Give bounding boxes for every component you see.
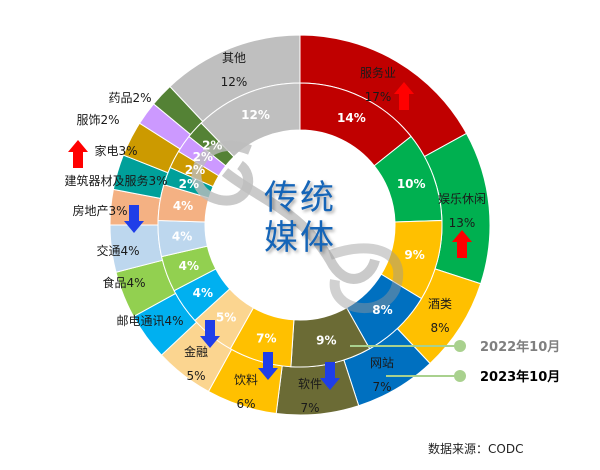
inner-label: 4%	[179, 259, 199, 273]
center-title-line-2: 媒体	[264, 218, 336, 258]
inner-label: 8%	[372, 303, 392, 317]
center-title-line-1: 传统	[264, 178, 336, 218]
up-arrow-icon	[394, 82, 414, 110]
outer-label-pct: 12%	[221, 75, 248, 89]
segment-inner-15	[200, 82, 301, 158]
outer-label: 金融	[184, 344, 208, 359]
outer-label: 服务业	[360, 65, 396, 80]
center-title: 传统 媒体	[244, 178, 356, 258]
outer-label: 酒类	[428, 297, 452, 311]
outer-label: 家电3%	[94, 143, 137, 158]
inner-label: 2%	[185, 163, 205, 177]
inner-label: 12%	[241, 108, 270, 122]
outer-label: 网站	[370, 356, 394, 370]
outer-label: 其他	[222, 51, 246, 65]
inner-label: 4%	[193, 286, 213, 300]
outer-label: 服饰2%	[76, 113, 119, 127]
legend-leader-lines	[350, 340, 466, 382]
inner-label: 7%	[256, 332, 276, 346]
outer-label-pct: 6%	[236, 397, 255, 411]
legend-2023: 2023年10月	[480, 370, 561, 385]
down-arrow-icon	[258, 352, 278, 380]
outer-label-pct: 17%	[365, 90, 392, 104]
outer-label-pct: 7%	[300, 401, 319, 415]
inner-label: 9%	[316, 334, 336, 348]
outer-label: 饮料	[234, 373, 258, 387]
outer-label: 建筑器材及服务3%	[64, 173, 167, 188]
watermark-logo	[191, 140, 404, 313]
outer-ring-labels: 服务业 17% 娱乐休闲 13% 酒类 8% 网站 7% 软件 7% 饮料 6% 金融 5% 邮电通讯4% 食…	[64, 51, 486, 415]
up-arrow-icon	[68, 140, 88, 168]
legend-2022: 2022年10月	[480, 340, 561, 355]
donut-rings	[109, 34, 491, 416]
outer-label: 软件	[298, 377, 322, 391]
down-arrow-icon	[200, 320, 220, 348]
outer-label: 药品2%	[108, 91, 151, 105]
outer-label: 房地产3%	[72, 203, 127, 218]
inner-label: 4%	[172, 229, 192, 243]
trend-arrows	[68, 82, 472, 390]
data-source: 数据来源：CODC	[428, 442, 524, 456]
outer-label: 邮电通讯4%	[116, 314, 183, 328]
outer-label: 交通4%	[96, 243, 139, 258]
outer-label-pct: 8%	[430, 321, 449, 335]
down-arrow-icon	[124, 205, 144, 233]
down-arrow-icon	[320, 362, 340, 390]
inner-label: 9%	[404, 248, 424, 262]
inner-label: 2%	[179, 177, 199, 191]
inner-ring-labels: 14%10%9%8%9%7%5%4%4%4%4%2%2%2%2%12%	[172, 108, 426, 347]
inner-label: 14%	[337, 111, 366, 125]
outer-label: 娱乐休闲	[438, 192, 486, 206]
outer-label-pct: 13%	[449, 216, 476, 230]
outer-label: 食品4%	[102, 275, 145, 290]
inner-label: 2%	[202, 138, 222, 152]
outer-label-pct: 7%	[372, 380, 391, 394]
inner-label: 5%	[216, 311, 236, 325]
inner-label: 2%	[193, 150, 213, 164]
inner-label: 4%	[173, 199, 193, 213]
outer-label-pct: 5%	[186, 369, 205, 383]
up-arrow-icon	[452, 230, 472, 258]
inner-label: 10%	[397, 177, 426, 191]
